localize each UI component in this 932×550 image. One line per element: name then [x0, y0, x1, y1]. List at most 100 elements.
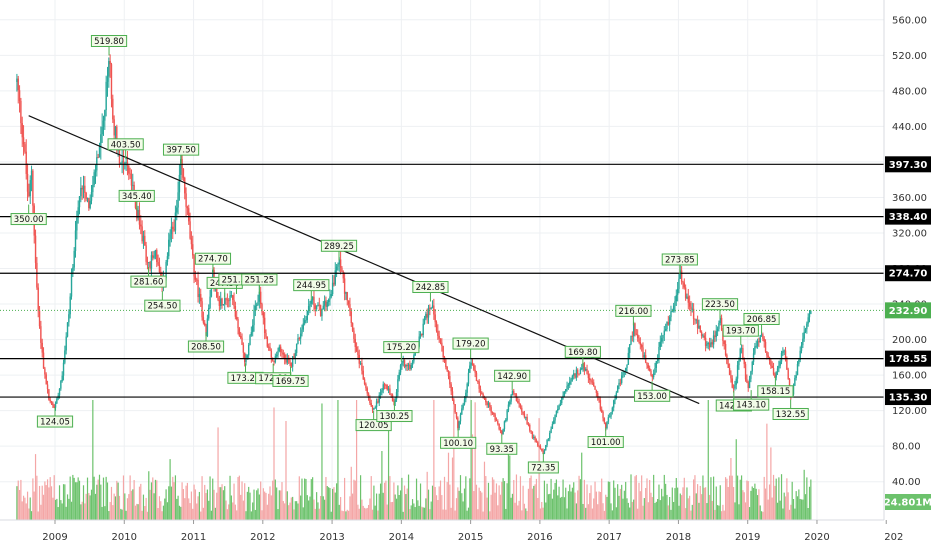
- candle-body: [238, 328, 241, 337]
- candle-body: [250, 332, 253, 336]
- candle-body: [314, 305, 316, 310]
- candle-body: [615, 392, 618, 399]
- volume-bar: [264, 491, 266, 520]
- candle-body: [70, 273, 73, 297]
- volume-bar: [136, 503, 138, 520]
- candle-body: [604, 422, 607, 429]
- candle-body: [26, 173, 29, 192]
- candle-body: [419, 334, 422, 337]
- volume-bar: [180, 506, 182, 520]
- candle-body: [202, 317, 205, 323]
- candle-body: [700, 332, 703, 337]
- annotation-label: 130.25: [380, 412, 410, 422]
- volume-bar: [217, 427, 219, 520]
- volume-bar: [784, 496, 787, 520]
- annotation: 124.05: [36, 407, 74, 428]
- candle-body: [104, 110, 106, 121]
- volume-bar: [98, 474, 101, 520]
- volume-bar: [82, 485, 85, 520]
- candle-body: [759, 335, 761, 343]
- volume-bar: [800, 499, 803, 520]
- volume-bar: [569, 484, 571, 520]
- volume-bar: [394, 494, 396, 520]
- volume-bar: [450, 507, 452, 520]
- candle-body: [82, 185, 85, 190]
- volume-bar: [248, 486, 250, 520]
- annotation-label: 244.95: [296, 281, 326, 291]
- volume-bar: [347, 510, 350, 520]
- volume-bar: [455, 498, 458, 520]
- candle-body: [217, 297, 219, 301]
- candle-body: [571, 375, 574, 380]
- candle-body: [73, 250, 75, 268]
- candle-body: [188, 208, 190, 222]
- candle-body: [708, 343, 711, 348]
- annotation: 216.00: [615, 304, 652, 326]
- volume-bar: [750, 490, 752, 520]
- volume-bar: [62, 484, 65, 520]
- volume-bar: [442, 509, 444, 520]
- volume-bar: [337, 400, 339, 520]
- volume-bar: [41, 485, 43, 520]
- volume-bar: [491, 477, 494, 520]
- candle-body: [307, 306, 310, 312]
- candle-body: [263, 317, 266, 334]
- candle-body: [590, 380, 592, 382]
- candle-body: [109, 60, 111, 65]
- volume-bar: [422, 507, 424, 520]
- volume-bar: [161, 511, 163, 520]
- candle-body: [652, 373, 655, 378]
- volume-bar: [297, 503, 299, 520]
- volume-bar: [341, 510, 343, 520]
- annotation-box: [494, 369, 531, 382]
- volume-bar: [695, 493, 697, 520]
- candle-body: [192, 244, 194, 256]
- annotation-box: [376, 410, 413, 423]
- volume-bar: [296, 501, 298, 520]
- candle-body: [140, 224, 142, 227]
- candle-body: [146, 261, 149, 263]
- volume-bar: [601, 478, 603, 520]
- annotation-label: 281.60: [134, 278, 164, 288]
- volume-bar: [302, 507, 304, 520]
- candle-body: [660, 338, 663, 342]
- volume-bar: [198, 491, 201, 520]
- volume-bar: [226, 509, 228, 520]
- volume-badge: [885, 494, 931, 510]
- volume-bar: [397, 485, 399, 520]
- volume-bar: [314, 508, 316, 520]
- volume-badge-label: 24.801M: [884, 498, 932, 509]
- volume-bar: [414, 507, 416, 520]
- candle-body: [692, 308, 695, 320]
- candle-body: [97, 157, 99, 159]
- volume-bar: [146, 511, 149, 520]
- time-axis-panel[interactable]: [0, 520, 932, 550]
- candle-body: [186, 206, 189, 209]
- volume-bar: [728, 475, 731, 520]
- volume-bar: [340, 497, 342, 520]
- volume-bar: [292, 496, 294, 520]
- volume-bar: [760, 511, 763, 520]
- candle-body: [434, 314, 436, 323]
- y-tick-label: 360.00: [892, 193, 927, 204]
- candle-body: [144, 235, 146, 246]
- volume-bar: [679, 493, 681, 520]
- volume-bar: [530, 475, 532, 520]
- volume-bar: [312, 477, 314, 520]
- annotation: 93.35: [486, 434, 518, 455]
- candle-body: [707, 343, 709, 345]
- candle-body: [76, 217, 78, 231]
- volume-bar: [682, 487, 684, 520]
- candle-body: [598, 396, 600, 401]
- candle-body: [630, 335, 632, 345]
- annotation-box: [130, 275, 167, 288]
- annotation-label: 274.70: [198, 255, 228, 265]
- candle-body: [94, 170, 97, 173]
- candle-body: [426, 313, 428, 318]
- volume-bar: [114, 496, 117, 520]
- candle-body: [89, 200, 91, 209]
- volume-bar: [378, 493, 380, 520]
- candle-body: [800, 345, 803, 351]
- annotation: 72.35: [527, 452, 559, 474]
